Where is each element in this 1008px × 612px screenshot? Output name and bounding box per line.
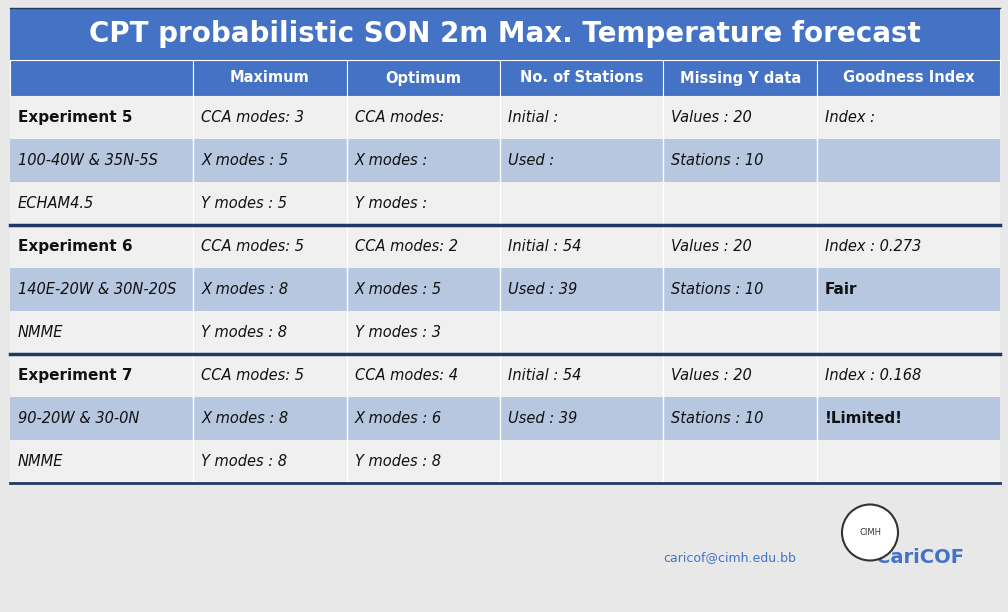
Text: Y modes : 3: Y modes : 3 [355,325,440,340]
Text: Index : 0.168: Index : 0.168 [825,368,921,383]
Bar [347,60,500,96]
Text: X modes : 5: X modes : 5 [355,282,442,297]
Text: X modes : 8: X modes : 8 [202,411,288,426]
Text: ECHAM4.5: ECHAM4.5 [18,196,95,211]
Text: Index : 0.273: Index : 0.273 [825,239,921,254]
Bar [10,354,1000,397]
Bar [10,440,1000,483]
Text: Initial : 54: Initial : 54 [508,368,582,383]
Bar [10,225,1000,268]
Text: Initial :: Initial : [508,110,558,125]
Text: CCA modes: 5: CCA modes: 5 [202,239,304,254]
Text: CariCOF: CariCOF [876,548,964,567]
Bar [194,60,347,96]
Text: Optimum: Optimum [385,70,462,86]
Bar [10,182,1000,225]
Text: Y modes : 8: Y modes : 8 [355,454,440,469]
Text: Values : 20: Values : 20 [671,368,752,383]
Text: Y modes : 8: Y modes : 8 [202,454,287,469]
Text: Missing Y data: Missing Y data [679,70,800,86]
Text: No. of Stations: No. of Stations [520,70,643,86]
Text: Stations : 10: Stations : 10 [671,282,764,297]
Text: 140E-20W & 30N-20S: 140E-20W & 30N-20S [18,282,176,297]
Bar [10,397,1000,440]
Text: Used : 39: Used : 39 [508,282,578,297]
Bar [10,139,1000,182]
Text: Experiment 5: Experiment 5 [18,110,132,125]
Bar [10,268,1000,311]
Text: Maximum: Maximum [230,70,309,86]
Text: Experiment 7: Experiment 7 [18,368,132,383]
Text: CIMH: CIMH [859,528,881,537]
Text: Index :: Index : [825,110,875,125]
Bar [663,60,816,96]
Text: X modes : 8: X modes : 8 [202,282,288,297]
Text: 90-20W & 30-0N: 90-20W & 30-0N [18,411,139,426]
Bar [500,60,663,96]
Text: NMME: NMME [18,454,64,469]
Text: Values : 20: Values : 20 [671,110,752,125]
Text: CPT probabilistic SON 2m Max. Temperature forecast: CPT probabilistic SON 2m Max. Temperatur… [89,20,921,48]
Bar [10,311,1000,354]
Text: CCA modes:: CCA modes: [355,110,444,125]
Bar [10,8,1000,60]
Text: !Limited!: !Limited! [825,411,903,426]
Text: 100-40W & 35N-5S: 100-40W & 35N-5S [18,153,158,168]
Text: NMME: NMME [18,325,64,340]
Text: Values : 20: Values : 20 [671,239,752,254]
Text: CCA modes: 2: CCA modes: 2 [355,239,458,254]
Text: X modes : 5: X modes : 5 [202,153,288,168]
Text: CCA modes: 4: CCA modes: 4 [355,368,458,383]
Text: Used :: Used : [508,153,554,168]
Text: Experiment 6: Experiment 6 [18,239,133,254]
Text: Y modes : 8: Y modes : 8 [202,325,287,340]
Text: Stations : 10: Stations : 10 [671,153,764,168]
Text: CCA modes: 5: CCA modes: 5 [202,368,304,383]
Circle shape [842,504,898,561]
Text: Goodness Index: Goodness Index [843,70,975,86]
Text: X modes :: X modes : [355,153,427,168]
Bar [10,96,1000,139]
Text: Y modes :: Y modes : [355,196,426,211]
Text: Initial : 54: Initial : 54 [508,239,582,254]
Text: CCA modes: 3: CCA modes: 3 [202,110,304,125]
Bar [816,60,1000,96]
Text: Used : 39: Used : 39 [508,411,578,426]
Text: Stations : 10: Stations : 10 [671,411,764,426]
Text: X modes : 6: X modes : 6 [355,411,442,426]
Text: Y modes : 5: Y modes : 5 [202,196,287,211]
Bar [10,60,194,96]
Text: Fair: Fair [825,282,858,297]
Text: caricof@cimh.edu.bb: caricof@cimh.edu.bb [663,551,796,564]
